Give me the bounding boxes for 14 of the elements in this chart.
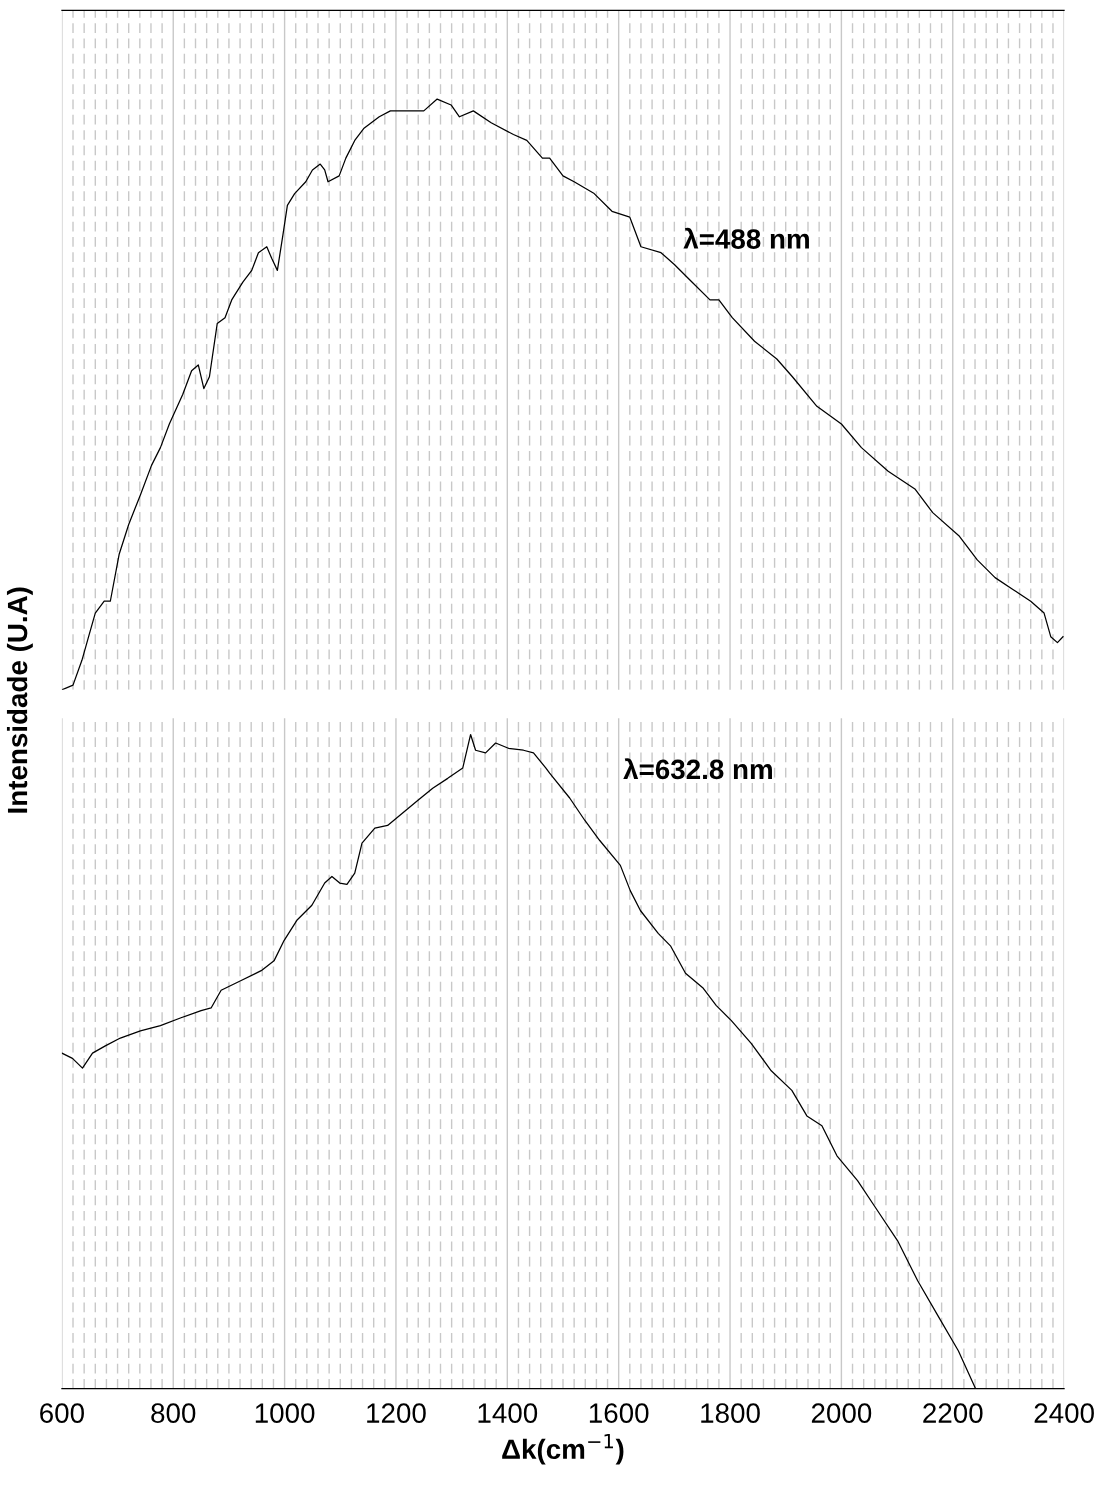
x-tick-label: 800 xyxy=(151,1403,196,1423)
annotation: λ=488 nm xyxy=(683,227,809,249)
x-tick-label: 1400 xyxy=(478,1403,538,1423)
x-tick-label: 1800 xyxy=(701,1403,760,1423)
x-tick-label: 2000 xyxy=(811,1403,872,1423)
x-tick-label: 2400 xyxy=(1034,1403,1094,1423)
x-tick-label: 1600 xyxy=(589,1403,649,1423)
x-axis-title: Δk(cm$^{−1}$) xyxy=(502,1434,624,1465)
x-tick-label: 2200 xyxy=(923,1403,983,1423)
y-axis-title: Intensidade (U.A) xyxy=(6,587,33,813)
x-tick-label: 1000 xyxy=(255,1403,315,1423)
annotation: λ=632.8 nm xyxy=(623,758,772,780)
x-tick-label: 1200 xyxy=(367,1403,426,1423)
x-tick-label: 600 xyxy=(40,1403,84,1423)
